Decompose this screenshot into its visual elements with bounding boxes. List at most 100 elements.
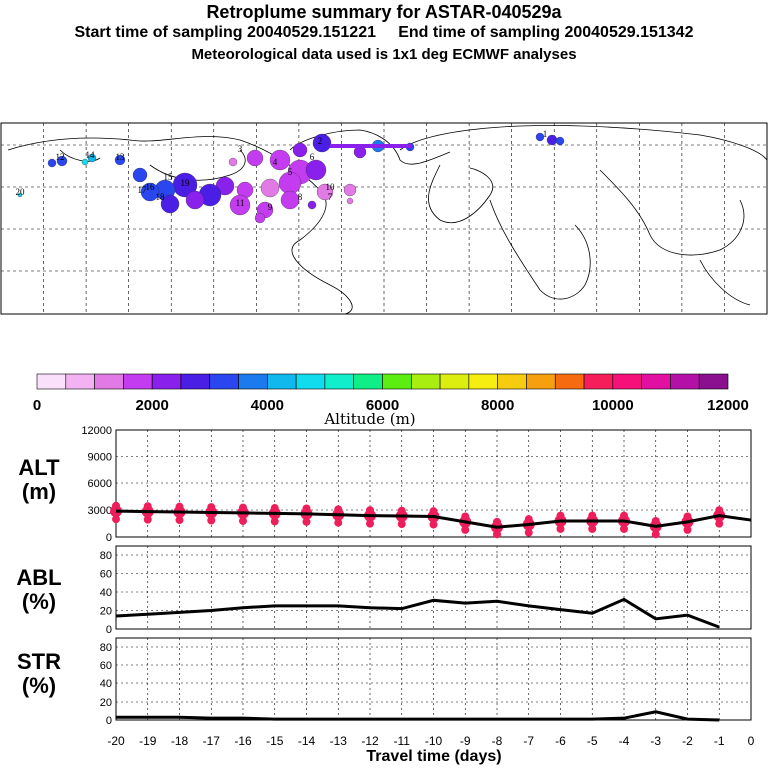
- alt-marker: [366, 519, 374, 528]
- alt-marker: [175, 516, 184, 525]
- colorbar-segment: [295, 373, 326, 390]
- colorbar-segment: [36, 373, 67, 390]
- colorbar-segment: [583, 373, 614, 390]
- colorbar-segment: [670, 373, 700, 390]
- y-tick-label: 3000: [88, 505, 112, 517]
- plume-day-label: 5: [288, 167, 293, 177]
- plume-blob: [254, 212, 266, 224]
- str-series-line: [116, 710, 720, 722]
- plume-blob: [346, 197, 354, 205]
- alt-marker: [270, 517, 279, 526]
- plume-blob: [229, 194, 251, 216]
- y-tick-label: 0: [106, 532, 112, 544]
- alt-ylabel-name: ALT: [18, 455, 60, 480]
- colorbar-segment: [65, 373, 95, 390]
- alt-marker: [429, 520, 438, 529]
- x-tick-label: -18: [171, 734, 189, 748]
- plume-day-label: 8: [298, 192, 303, 202]
- abl-series-line: [115, 597, 720, 629]
- colorbar-segment: [526, 373, 556, 390]
- colorbar-segment: [641, 373, 671, 390]
- plume-day-label: 3: [238, 144, 243, 154]
- alt-panel: 12000 9000 6000 3000 0: [81, 425, 752, 544]
- colorbar-segment: [353, 373, 383, 390]
- alt-marker: [524, 528, 533, 537]
- plume-day-label: 16: [146, 182, 156, 192]
- plume-day-label: 9: [268, 202, 273, 212]
- alt-marker: [715, 519, 724, 528]
- plume-blob: [132, 167, 148, 183]
- colorbar-segment: [698, 373, 729, 390]
- chart-title: Retroplume summary for ASTAR-040529a: [206, 2, 562, 22]
- x-tick-label: -9: [460, 734, 471, 748]
- y-tick-label: 12000: [81, 425, 112, 437]
- x-tick-label: -13: [330, 734, 348, 748]
- alt-series-line: [115, 509, 752, 529]
- y-tick-label: 80: [100, 642, 112, 654]
- plume-blob: [343, 183, 357, 197]
- plume-day-label: 18: [156, 192, 166, 202]
- y-tick-label: 60: [100, 660, 112, 672]
- colorbar-segment: [180, 373, 211, 390]
- colorbar-tick-label: 0: [33, 397, 41, 414]
- plume-day-label: 1: [543, 129, 548, 139]
- plume-day-label: 20: [16, 187, 26, 197]
- abl-ylabel-name: ABL: [16, 565, 62, 590]
- plume-day-label: 11: [236, 198, 245, 208]
- plume-blob: [535, 132, 545, 142]
- plume-day-label: 15: [164, 172, 174, 182]
- plume-day-label: 10: [326, 182, 336, 192]
- plume-day-label: 7: [328, 192, 333, 202]
- plume-blob: [17, 192, 23, 198]
- x-tick-label: -20: [107, 734, 125, 748]
- x-axis-title: Travel time (days): [366, 748, 502, 765]
- colorbar-segment: [410, 373, 441, 390]
- plume-blob: [312, 133, 332, 153]
- alt-marker: [143, 515, 152, 524]
- y-tick-label: 0: [106, 624, 112, 636]
- colorbar-segment: [554, 373, 585, 390]
- plume-blob: [280, 190, 300, 210]
- x-tick-label: -15: [266, 734, 284, 748]
- altitude-colorbar: [36, 373, 729, 390]
- alt-ylabel: ALT (m): [0, 456, 78, 504]
- plume-day-label: 17: [138, 185, 148, 195]
- sampling-times: Start time of sampling 20040529.151221 E…: [74, 24, 694, 41]
- colorbar-title: Altitude (m): [323, 410, 415, 428]
- alt-marker: [651, 530, 660, 539]
- plume-blob: [546, 134, 558, 146]
- plume-blob: [292, 142, 308, 158]
- x-axis-tick-labels: -20 -19 -18 -17 -16 -15 -14 -13 -12 -11 -10 -9 -8 -7-…: [107, 734, 754, 748]
- x-tick-label: 0: [748, 734, 755, 748]
- plume-day-label: 13: [116, 152, 126, 162]
- x-tick-label: -3: [650, 734, 661, 748]
- alt-marker: [112, 515, 120, 524]
- plume-blob: [305, 159, 327, 181]
- abl-ylabel: ABL (%): [0, 566, 78, 614]
- x-tick-label: -17: [203, 734, 221, 748]
- abl-ylabel-unit: (%): [21, 589, 57, 614]
- alt-marker: [683, 525, 692, 534]
- alt-marker: [556, 524, 565, 533]
- str-ylabel: STR (%): [0, 650, 78, 698]
- map-graticule: [1, 123, 767, 314]
- plume-day-label: 12: [56, 152, 65, 162]
- plume-blob: [140, 182, 160, 202]
- map-coastlines: [7, 125, 768, 315]
- alt-marker: [239, 516, 247, 525]
- colorbar-tick-labels: 0 2000 4000 6000 8000 10000 12000: [33, 397, 749, 414]
- alt-marker: [620, 524, 628, 533]
- meteo-info: Meteorological data used is 1x1 deg ECMW…: [191, 46, 577, 63]
- plume-blob: [260, 178, 280, 198]
- alt-marker: [397, 520, 406, 529]
- alt-ylabel-unit: (m): [21, 479, 57, 504]
- x-tick-label: -10: [425, 734, 443, 748]
- alt-marker: [588, 524, 597, 533]
- x-tick-label: -2: [682, 734, 693, 748]
- colorbar-segment: [612, 373, 642, 390]
- colorbar-segment: [468, 373, 498, 390]
- x-tick-label: -14: [298, 734, 316, 748]
- colorbar-segment: [324, 373, 355, 390]
- plume-day-label: 19: [181, 178, 191, 188]
- colorbar-segment: [238, 373, 268, 390]
